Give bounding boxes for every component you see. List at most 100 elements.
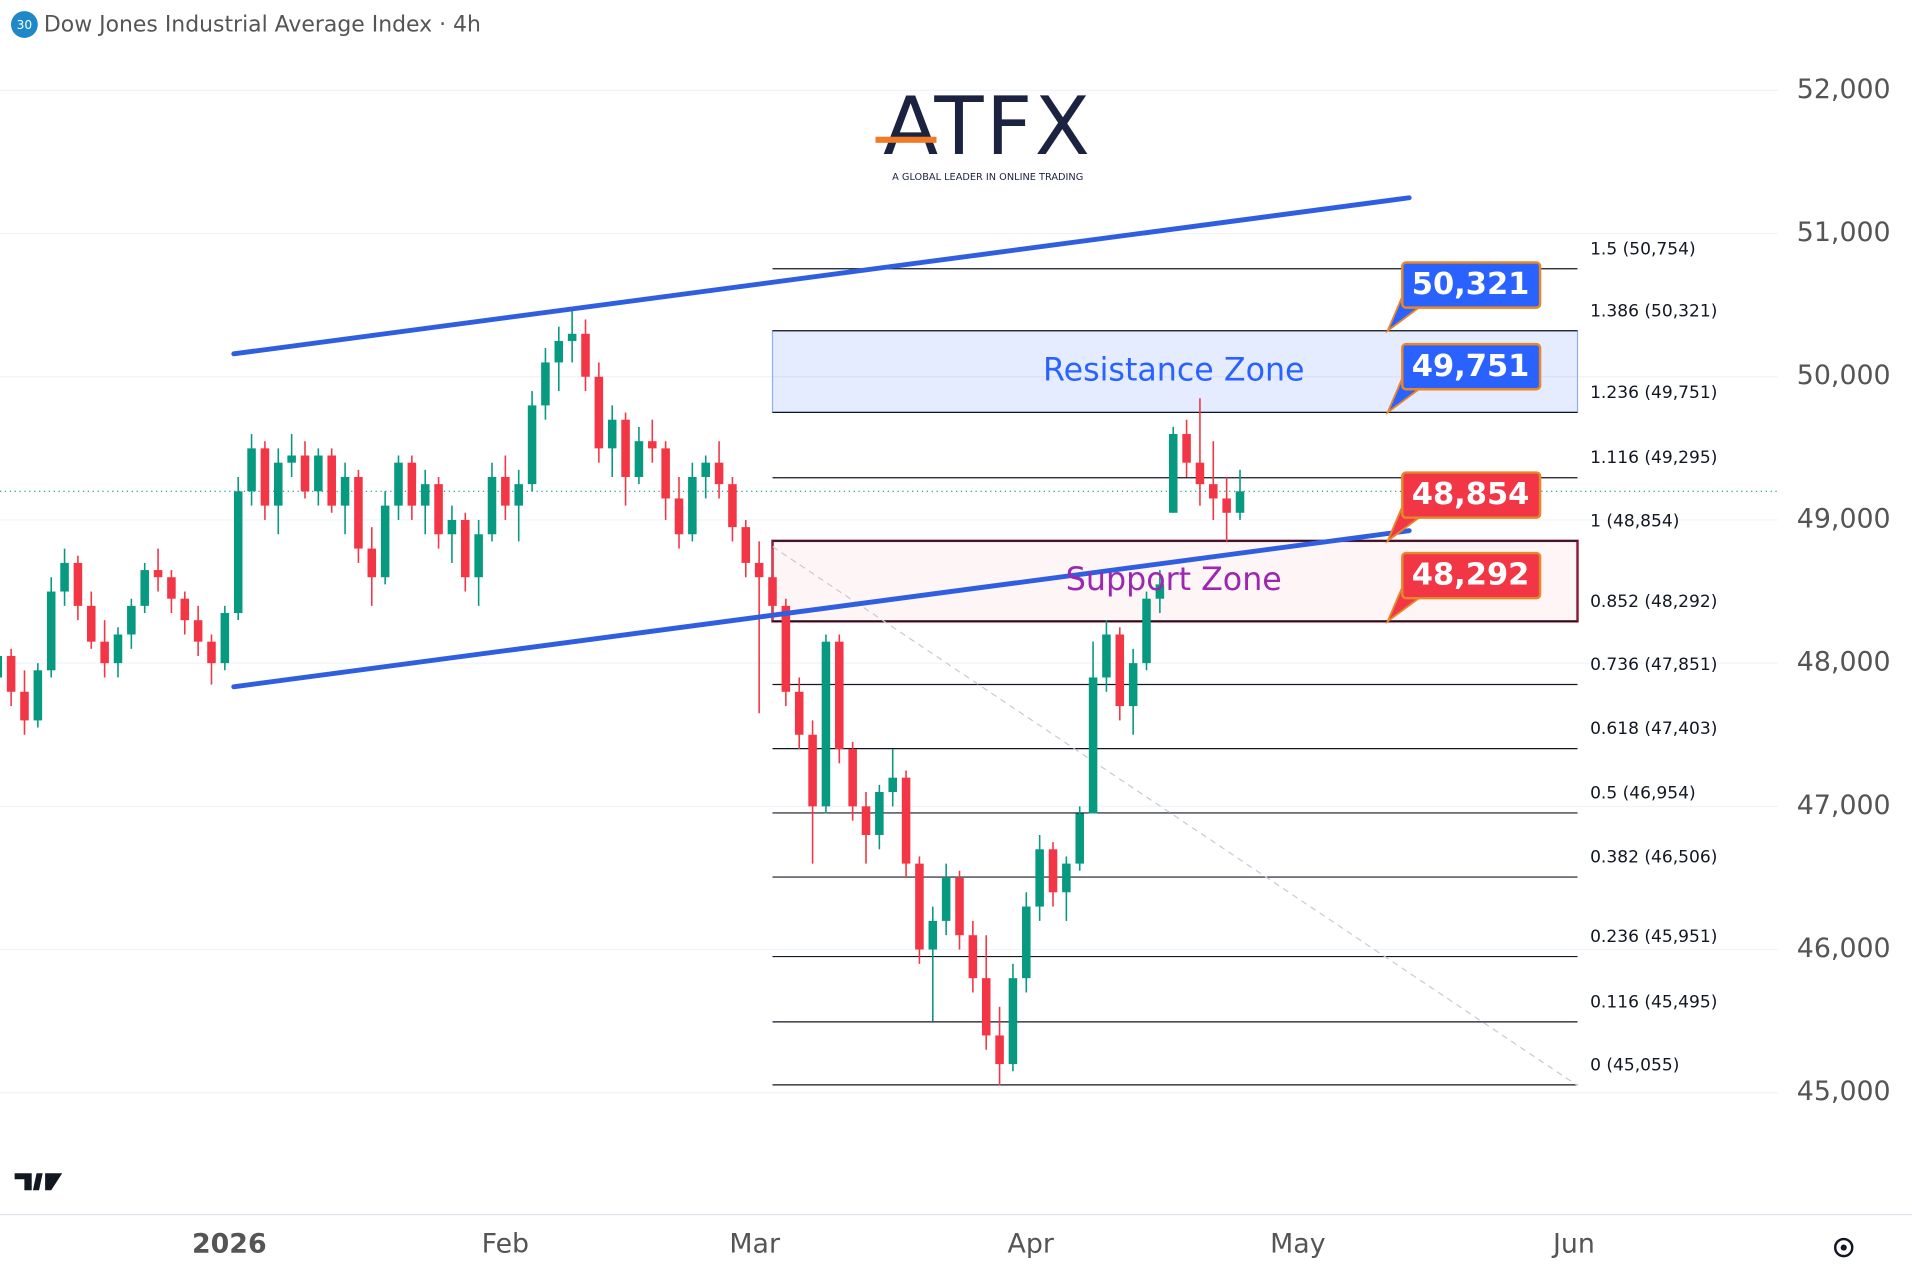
candle-body xyxy=(193,620,203,642)
candle-body xyxy=(861,806,871,835)
candle-body xyxy=(1022,906,1031,979)
fib-label: 0.382 (46,506) xyxy=(1590,848,1717,868)
fib-label: 1.5 (50,754) xyxy=(1590,239,1696,259)
fib-label: 0.116 (45,495) xyxy=(1590,992,1717,1012)
candle-body xyxy=(794,691,804,735)
y-tick-label: 49,000 xyxy=(1797,503,1891,534)
candle-body xyxy=(567,333,577,341)
candle-body xyxy=(367,548,377,578)
candle-body xyxy=(541,362,550,406)
candle-body xyxy=(434,484,443,535)
candle-body xyxy=(314,455,323,492)
callout-box xyxy=(1401,342,1542,391)
callout-label: 50,321 xyxy=(1412,267,1530,302)
candle-body xyxy=(888,777,897,793)
candle-body xyxy=(354,476,363,549)
zone-label: Support Zone xyxy=(1066,562,1282,598)
candle-body xyxy=(1142,598,1151,664)
candle-body xyxy=(701,462,710,477)
y-tick-label: 52,000 xyxy=(1797,74,1891,105)
candle-body xyxy=(754,562,764,578)
fib-label: 1 (48,854) xyxy=(1590,511,1679,531)
candle-body xyxy=(113,634,123,664)
candle-body xyxy=(1035,849,1044,907)
candle-body xyxy=(1088,677,1098,814)
candle-body xyxy=(1115,634,1125,707)
tv-logo xyxy=(14,1173,63,1191)
callout-box xyxy=(1401,551,1542,600)
candle-body xyxy=(554,340,564,363)
candle-body xyxy=(607,419,617,449)
candle-body xyxy=(207,641,216,664)
candle-body xyxy=(287,455,296,463)
candle-body xyxy=(821,641,831,807)
candle-body xyxy=(247,448,256,492)
fib-label: 1.386 (50,321) xyxy=(1590,301,1717,321)
candle-body xyxy=(848,749,857,807)
candle-body xyxy=(728,484,737,528)
candle-body xyxy=(380,505,390,578)
candle-body xyxy=(621,419,630,477)
candle-body xyxy=(594,376,604,449)
candle-body xyxy=(1062,863,1071,893)
candle-body xyxy=(260,448,270,506)
candle-body xyxy=(20,691,29,721)
candle-body xyxy=(674,498,684,535)
candle-body xyxy=(1209,484,1218,499)
candle-body xyxy=(1235,491,1245,513)
fib-label: 0 (45,055) xyxy=(1590,1055,1679,1075)
candle-body xyxy=(1102,634,1111,678)
candle-body xyxy=(407,462,417,506)
callout-box xyxy=(1401,471,1542,519)
candle-body xyxy=(1168,434,1178,513)
fib-label: 0.736 (47,851) xyxy=(1590,655,1717,675)
y-tick-label: 46,000 xyxy=(1797,933,1891,964)
candle-body xyxy=(180,598,190,621)
callout-box xyxy=(1401,261,1542,309)
candle-body xyxy=(1222,498,1231,513)
candle-body xyxy=(447,519,457,535)
candle-body xyxy=(0,655,3,678)
y-tick-label: 50,000 xyxy=(1797,360,1891,391)
x-tick-label: Feb xyxy=(482,1229,529,1260)
candle-body xyxy=(327,455,336,506)
x-tick-label: Mar xyxy=(729,1229,781,1260)
candle-body xyxy=(875,792,884,835)
candle-body xyxy=(1155,584,1165,599)
candle-body xyxy=(581,333,590,377)
candle-body xyxy=(46,591,56,671)
candle-body xyxy=(648,441,657,449)
logo-bar xyxy=(875,136,937,143)
candle-body xyxy=(73,562,83,606)
x-tick-label: May xyxy=(1270,1229,1326,1260)
candle-body xyxy=(1048,849,1058,893)
candle-body xyxy=(901,777,911,864)
candle-body xyxy=(835,641,844,750)
candle-body xyxy=(300,455,310,492)
callout-label: 48,292 xyxy=(1412,558,1530,593)
candle-body xyxy=(233,491,243,614)
chart-title: Dow Jones Industrial Average Index · 4h xyxy=(44,13,481,38)
y-tick-label: 51,000 xyxy=(1797,217,1891,248)
candle-body xyxy=(394,462,403,506)
candle-body xyxy=(981,978,991,1036)
candle-body xyxy=(274,462,283,506)
settings-icon[interactable] xyxy=(1833,1237,1854,1258)
fib-label: 1.236 (49,751) xyxy=(1590,383,1717,403)
symbol-badge xyxy=(10,11,38,38)
candle-body xyxy=(781,605,791,692)
candle-body xyxy=(995,1035,1004,1065)
candle-body xyxy=(487,476,497,535)
fib-label: 0.5 (46,954) xyxy=(1590,783,1696,803)
candle-body xyxy=(167,577,176,599)
fib-label: 1.116 (49,295) xyxy=(1590,448,1717,468)
candle-body xyxy=(220,613,230,664)
channel-line xyxy=(231,528,1412,690)
candle-body xyxy=(688,476,697,535)
channel-line xyxy=(231,195,1412,357)
fib-label: 0.852 (48,292) xyxy=(1590,592,1717,612)
candle-body xyxy=(100,641,109,664)
